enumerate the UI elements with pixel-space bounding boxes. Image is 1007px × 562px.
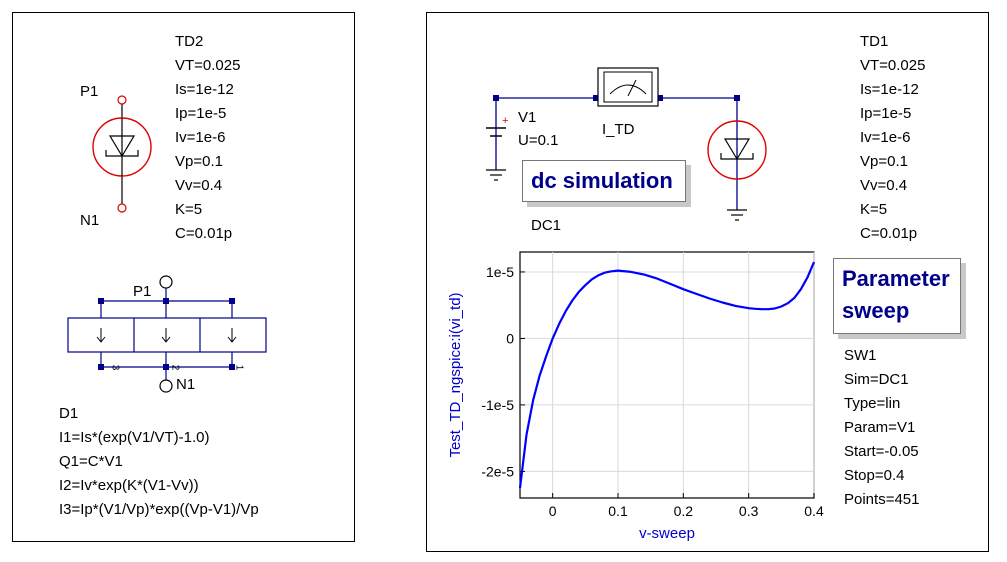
test-circuit-wires <box>493 95 740 210</box>
equation-line: Q1=C*V1 <box>59 453 123 470</box>
dc-voltage-source-icon[interactable]: + <box>486 115 508 137</box>
pin-p1-label: P1 <box>80 83 99 100</box>
sweep-param: Param=V1 <box>844 419 916 436</box>
sweep-param: Points=451 <box>844 491 920 508</box>
y-axis-label: Test_TD_ngspice:i(vi_td) <box>447 292 464 457</box>
td1-name: TD1 <box>860 33 889 50</box>
parameter-sweep-label-2: sweep <box>842 298 910 323</box>
td1-param: Iv=1e-6 <box>860 129 911 146</box>
left-schematic-panel <box>12 12 355 542</box>
svg-text:+: + <box>502 115 508 127</box>
td1-param: K=5 <box>860 201 888 218</box>
sweep-param: SW1 <box>844 347 877 364</box>
sub-pin-p1-label: P1 <box>133 283 152 300</box>
pin-n1-label: N1 <box>80 212 100 229</box>
td1-param: Vp=0.1 <box>860 153 908 170</box>
equation-defined-device[interactable] <box>67 275 267 393</box>
td2-param: Ip=1e-5 <box>175 105 227 122</box>
dc-name: DC1 <box>531 217 562 234</box>
x-axis-label: v-sweep <box>639 525 695 542</box>
parameter-sweep-block[interactable]: Parameter sweep <box>833 258 961 334</box>
sweep-param: Start=-0.05 <box>844 443 919 460</box>
sweep-param: Sim=DC1 <box>844 371 909 388</box>
td2-param: Vp=0.1 <box>175 153 223 170</box>
sub-pin-n1-label: N1 <box>176 376 196 393</box>
x-tick-label: 0.4 <box>804 503 824 519</box>
x-tick-label: 0 <box>549 503 557 519</box>
td2-param: Vv=0.4 <box>175 177 223 194</box>
y-tick-label: -2e-5 <box>481 463 514 479</box>
y-tick-label: -1e-5 <box>481 397 514 413</box>
td1-param: C=0.01p <box>860 225 918 242</box>
dc-simulation-label: dc simulation <box>531 168 673 193</box>
td2-param: C=0.01p <box>175 225 233 242</box>
ground-icon <box>486 169 506 181</box>
iv-curve-chart[interactable]: 0 0.1 0.2 0.3 0.4 1e-5 0 -1e-5 -2e-5 v-sweep Test_… <box>440 244 840 544</box>
td1-param: Ip=1e-5 <box>860 105 912 122</box>
td2-param: Is=1e-12 <box>175 81 234 98</box>
td1-param: VT=0.025 <box>860 57 926 74</box>
y-tick-label: 1e-5 <box>486 264 514 280</box>
sweep-param: Type=lin <box>844 395 901 412</box>
equation-line: I2=Iv*exp(K*(V1-Vv)) <box>59 477 199 494</box>
source-name: V1 <box>518 109 537 126</box>
x-tick-label: 0.2 <box>674 503 694 519</box>
dc-simulation-block[interactable]: dc simulation <box>522 160 686 202</box>
parameter-sweep-label-1: Parameter <box>842 266 950 291</box>
td1-param: Is=1e-12 <box>860 81 919 98</box>
td2-name: TD2 <box>175 33 204 50</box>
eqn-name: D1 <box>59 405 79 422</box>
probe-name: I_TD <box>602 121 635 138</box>
td2-param: K=5 <box>175 201 203 218</box>
series-line <box>518 261 816 489</box>
sweep-param: Stop=0.4 <box>844 467 905 484</box>
y-tick-label: 0 <box>506 330 514 346</box>
tunnel-diode-symbol[interactable] <box>707 120 767 180</box>
td2-param: Iv=1e-6 <box>175 129 226 146</box>
tunnel-diode-symbol[interactable] <box>92 95 152 213</box>
source-value: U=0.1 <box>518 132 559 149</box>
ground-icon <box>727 209 747 221</box>
x-tick-label: 0.3 <box>739 503 759 519</box>
equation-line: I3=Ip*(V1/Vp)*exp((Vp-V1)/Vp <box>59 501 259 518</box>
ammeter-probe-icon[interactable] <box>597 67 659 107</box>
td1-param: Vv=0.4 <box>860 177 908 194</box>
plot-area <box>519 251 815 499</box>
td2-param: VT=0.025 <box>175 57 241 74</box>
x-tick-label: 0.1 <box>608 503 628 519</box>
equation-line: I1=Is*(exp(V1/VT)-1.0) <box>59 429 210 446</box>
left-schematic-drawing <box>67 95 267 393</box>
